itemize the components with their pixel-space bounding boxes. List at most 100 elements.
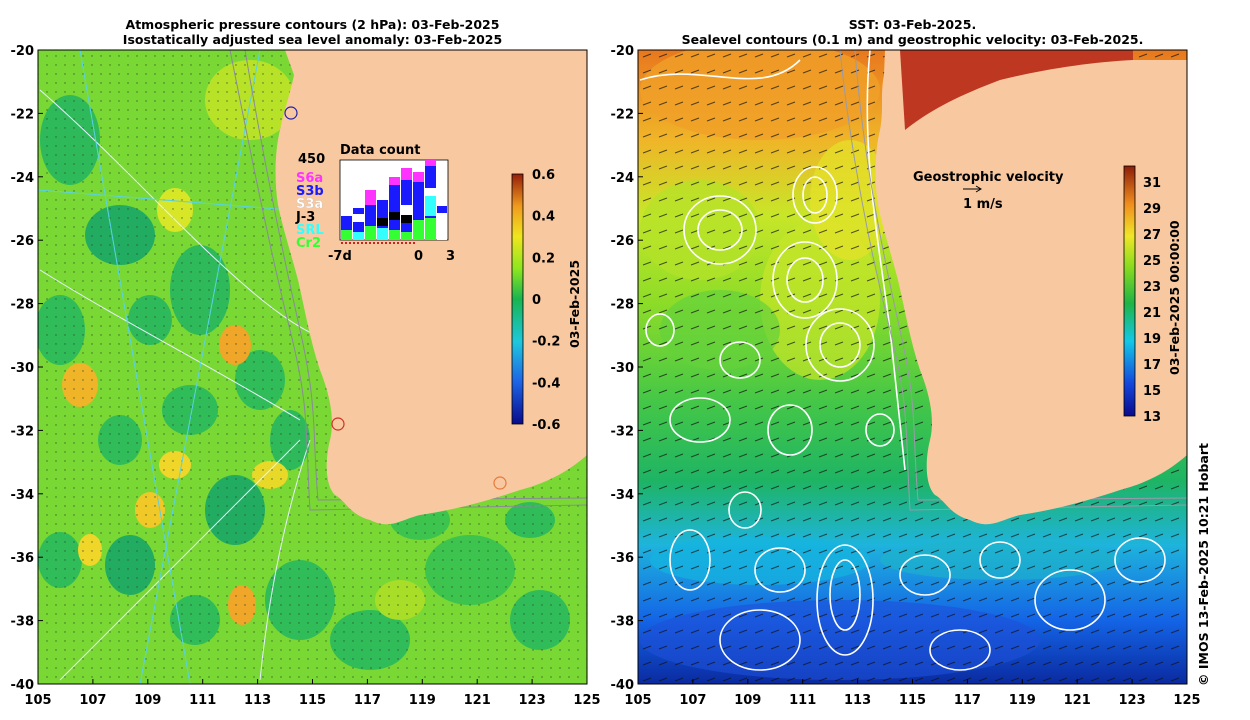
x-tick-label: 109 bbox=[134, 693, 161, 708]
y-tick-label: -40 bbox=[611, 678, 635, 693]
left-map bbox=[38, 50, 587, 684]
x-tick-label: 125 bbox=[573, 693, 600, 708]
right-colorbar-tick: 19 bbox=[1143, 332, 1161, 347]
right-colorbar: 31 29 27 25 23 21 19 17 15 13 bbox=[1123, 165, 1161, 425]
australia-land-right bbox=[875, 50, 1187, 525]
right-colorbar-tick: 23 bbox=[1143, 280, 1161, 295]
y-tick-label: -32 bbox=[11, 424, 35, 439]
left-y-axis: -20 -22 -24 -26 -28 -30 -32 -34 -36 -38 -40 bbox=[11, 44, 43, 693]
mission-label-cr2: Cr2 bbox=[296, 236, 321, 251]
y-tick-label: -38 bbox=[611, 615, 635, 630]
left-colorbar-tick: 0.4 bbox=[532, 210, 555, 225]
left-title: Atmospheric pressure contours (2 hPa): 0… bbox=[38, 17, 587, 47]
mission-label-srl: SRL bbox=[296, 223, 324, 238]
y-tick-label: -26 bbox=[11, 234, 35, 249]
right-map bbox=[638, 50, 1187, 684]
left-colorbar-tick: -0.6 bbox=[532, 418, 560, 433]
right-colorbar-tick: 17 bbox=[1143, 358, 1161, 373]
y-tick-label: -36 bbox=[611, 551, 635, 566]
left-colorbar-tick: 0.6 bbox=[532, 168, 555, 183]
altimeter-tracks bbox=[38, 50, 291, 684]
x-tick-label: 107 bbox=[79, 693, 106, 708]
y-tick-label: -20 bbox=[11, 44, 35, 59]
mission-label-j3: J-3 bbox=[295, 210, 315, 225]
y-tick-label: -28 bbox=[611, 298, 635, 313]
right-colorbar-tick: 31 bbox=[1143, 176, 1161, 191]
y-tick-label: -30 bbox=[11, 361, 35, 376]
left-colorbar-tick: -0.2 bbox=[532, 335, 560, 350]
right-colorbar-label: 03-Feb-2025 00:00:00 bbox=[1167, 220, 1182, 375]
x-tick-label: 105 bbox=[24, 693, 51, 708]
x-tick-label: 117 bbox=[354, 693, 381, 708]
tide-gauge-marker bbox=[493, 476, 507, 490]
left-x-axis: 105 107 109 111 113 115 117 119 121 123 125 bbox=[24, 679, 601, 708]
x-tick-label: 119 bbox=[1009, 693, 1036, 708]
y-tick-label: -34 bbox=[11, 488, 35, 503]
bathymetry-contours bbox=[229, 50, 587, 511]
data-count-x-end: 3 bbox=[446, 249, 455, 264]
velocity-legend-title: Geostrophic velocity bbox=[913, 170, 1064, 185]
data-count-bars bbox=[341, 160, 447, 240]
velocity-legend: Geostrophic velocity 1 m/s bbox=[913, 170, 1064, 212]
left-colorbar-tick: 0 bbox=[532, 293, 541, 308]
x-tick-label: 109 bbox=[734, 693, 761, 708]
mission-label-s3a: S3a bbox=[296, 197, 323, 212]
x-tick-label: 123 bbox=[519, 693, 546, 708]
x-tick-label: 121 bbox=[464, 693, 491, 708]
right-x-axis: 105 107 109 111 113 115 117 119 121 123 125 bbox=[624, 679, 1201, 708]
right-colorbar-tick: 15 bbox=[1143, 384, 1161, 399]
y-tick-label: -40 bbox=[11, 678, 35, 693]
y-tick-label: -22 bbox=[611, 107, 635, 122]
x-tick-label: 113 bbox=[244, 693, 271, 708]
right-title: SST: 03-Feb-2025. Sealevel contours (0.1… bbox=[638, 17, 1187, 47]
x-tick-label: 115 bbox=[899, 693, 926, 708]
left-title-line2: Isostatically adjusted sea level anomaly… bbox=[122, 32, 503, 47]
y-tick-label: -24 bbox=[611, 171, 635, 186]
y-tick-label: -26 bbox=[611, 234, 635, 249]
x-tick-label: 115 bbox=[299, 693, 326, 708]
x-tick-label: 105 bbox=[624, 693, 651, 708]
warm-coastal-band bbox=[900, 50, 1133, 130]
left-colorbar-tick: 0.2 bbox=[532, 251, 555, 266]
x-tick-label: 117 bbox=[954, 693, 981, 708]
right-colorbar-scale bbox=[1123, 165, 1136, 417]
y-tick-label: -38 bbox=[11, 615, 35, 630]
y-tick-label: -32 bbox=[611, 424, 635, 439]
right-colorbar-tick: 13 bbox=[1143, 410, 1161, 425]
x-tick-label: 113 bbox=[844, 693, 871, 708]
y-tick-label: -22 bbox=[11, 107, 35, 122]
mission-label-s6a: S6a bbox=[296, 171, 323, 186]
right-colorbar-tick: 29 bbox=[1143, 202, 1161, 217]
right-title-line2: Sealevel contours (0.1 m) and geostrophi… bbox=[681, 32, 1144, 47]
left-colorbar-ticks: 0.6 0.4 0.2 0 -0.2 -0.4 -0.6 bbox=[532, 168, 560, 433]
y-tick-label: -24 bbox=[11, 171, 35, 186]
right-colorbar-tick: 27 bbox=[1143, 228, 1161, 243]
y-tick-label: -34 bbox=[611, 488, 635, 503]
x-tick-label: 121 bbox=[1064, 693, 1091, 708]
x-tick-label: 125 bbox=[1173, 693, 1200, 708]
sealevel-contours bbox=[639, 50, 1166, 671]
y-tick-label: -36 bbox=[11, 551, 35, 566]
tide-gauge-marker bbox=[284, 106, 298, 120]
data-count-x-zero: 0 bbox=[414, 249, 423, 264]
right-colorbar-tick: 25 bbox=[1143, 254, 1161, 269]
velocity-legend-scale: 1 m/s bbox=[963, 197, 1003, 212]
credit-label: © IMOS 13-Feb-2025 10:21 Hobart bbox=[1196, 442, 1211, 686]
right-title-line1: SST: 03-Feb-2025. bbox=[848, 17, 977, 32]
y-tick-label: -28 bbox=[11, 298, 35, 313]
bathymetry-contours-right bbox=[839, 50, 1187, 511]
y-tick-label: -20 bbox=[611, 44, 635, 59]
left-colorbar-scale bbox=[511, 173, 524, 425]
left-colorbar-label: 03-Feb-2025 bbox=[567, 259, 582, 348]
tide-gauge-marker bbox=[331, 417, 345, 431]
data-count-max: 450 bbox=[298, 152, 325, 167]
right-y-axis: -20 -22 -24 -26 -28 -30 -32 -34 -36 -38 -40 bbox=[611, 44, 643, 693]
left-title-line1: Atmospheric pressure contours (2 hPa): 0… bbox=[125, 17, 500, 32]
left-colorbar: 0.6 0.4 0.2 0 -0.2 -0.4 -0.6 bbox=[511, 168, 560, 433]
y-tick-label: -30 bbox=[611, 361, 635, 376]
data-count-x-start: -7d bbox=[328, 249, 352, 264]
right-colorbar-tick: 21 bbox=[1143, 306, 1161, 321]
x-tick-label: 119 bbox=[409, 693, 436, 708]
